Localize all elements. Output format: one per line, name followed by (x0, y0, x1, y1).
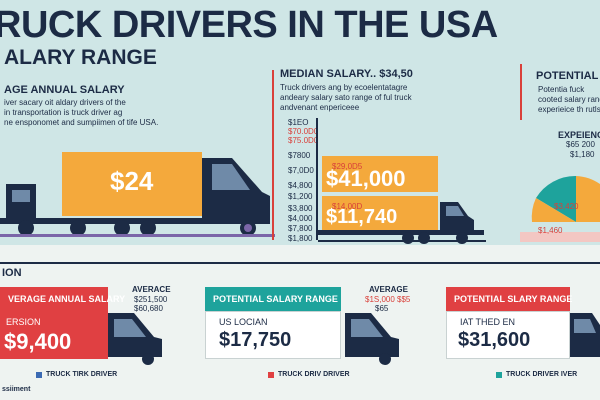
legend-label: TRUCK DRIVER IVER (506, 371, 578, 378)
right-heading: POTENTIAL (536, 70, 599, 82)
page-title: RUCK DRIVERS IN THE USA (0, 4, 498, 46)
footer-text: ssiiment (2, 386, 31, 393)
right-divider (520, 64, 522, 120)
tick-label: $75.0D0 (288, 136, 319, 145)
tick-label: $4,000 (288, 214, 313, 223)
left-heading: AGE ANNUAL SALARY (4, 84, 125, 96)
card-side-value: $60,680 (134, 304, 163, 313)
card-body-label: US LOCIAN (219, 317, 268, 327)
tick-label: $7800 (288, 151, 311, 160)
left-truck: $24 (0, 148, 280, 244)
right-description: Potentia fuck cooted salary rang experie… (538, 85, 600, 114)
card-side-value: $65 (375, 304, 389, 313)
right-sub-value-1: $65 200 (566, 140, 595, 149)
middle-value-2: $11,740 (326, 206, 398, 228)
legend-swatch (268, 371, 274, 378)
page-subtitle: ALARY RANGE (4, 46, 157, 69)
pie-label-1: $3,420 (554, 202, 579, 211)
card-value: $17,750 (219, 329, 292, 351)
legend-label: TRUCK DRIV DRIVER (278, 371, 350, 378)
salary-card: POTENTIAL SLARY RANGE IAT THED EN $31,60… (446, 287, 600, 365)
middle-value-1: $41,000 (326, 166, 406, 191)
tick-label: $4,800 (288, 181, 313, 190)
middle-truck: $29,0D5 $14,00D $41,000 $11,740 (318, 150, 488, 246)
tick-label: $1,800 (288, 234, 313, 243)
card-body (446, 311, 570, 359)
legend-item: TRUCK DRIVER IVER (496, 371, 577, 378)
card-body-label: IAT THED EN (460, 317, 516, 327)
card-header: POTENTIAL SALARY RANGE (205, 287, 341, 311)
card-side-label: AVERAGE (369, 285, 408, 294)
legend-swatch (496, 371, 502, 378)
tick-label: $3,800 (288, 204, 313, 213)
right-sub-heading: EXPEIENCE (558, 130, 600, 140)
tick-label: $70.0D0 (288, 127, 319, 136)
legend-item: TRUCK DRIV DRIVER (268, 371, 350, 378)
card-body (205, 311, 341, 359)
left-description: iver sacary oit aldary drivers of the in… (4, 98, 159, 127)
legend-swatch (36, 371, 42, 378)
card-header: VERAGE ANNUAL SALARY (0, 287, 125, 311)
middle-heading: MEDIAN SALARY.. $34,50 (280, 68, 413, 80)
tick-label: $7,0D0 (288, 166, 314, 175)
card-side-value: $1S,000 $$5 (365, 295, 411, 304)
legend-label: TRUCK TIRK DRIVER (46, 371, 118, 378)
tick-label: $7,800 (288, 224, 313, 233)
middle-divider (272, 70, 274, 240)
salary-card: POTENTIAL SALARY RANGE US LOCIAN $17,750… (205, 285, 410, 365)
card-header: POTENTIAL SLARY RANGE (446, 287, 572, 311)
legend-item: TRUCK TIRK DRIVER (36, 371, 117, 378)
card-value: $9,400 (4, 329, 72, 354)
card-side-value: $251,500 (134, 295, 168, 304)
salary-card: VERAGE ANNUAL SALARY ERSION $9,400 AVERA… (0, 285, 171, 365)
middle-small-label-1: $29,0D5 (332, 162, 363, 171)
pie-chart-icon (520, 175, 600, 242)
section-divider (0, 262, 600, 264)
truck-cab-icon (345, 313, 399, 365)
left-truck-icon (0, 152, 275, 237)
right-sub-value-2: $1,180 (570, 150, 595, 159)
right-pie: $3,420 $1,460 (516, 162, 600, 246)
section-label: ION (2, 267, 22, 279)
card-value: $31,600 (458, 329, 531, 351)
card-body (0, 311, 108, 359)
middle-truck-icon (318, 156, 486, 244)
truck-cab-icon (108, 313, 162, 365)
middle-description: Truck drivers ang by ecoelentatagre ande… (280, 83, 412, 112)
card-body-label: ERSION (6, 317, 41, 327)
left-truck-value: $24 (110, 166, 154, 196)
card-side-label: AVERACE (132, 285, 171, 294)
tick-label: $1EO (288, 118, 309, 127)
truck-cab-icon (570, 313, 600, 357)
middle-small-label-2: $14,00D (332, 202, 363, 211)
tick-label: $1,200 (288, 192, 313, 201)
pie-label-2: $1,460 (538, 226, 563, 235)
middle-axis-line (316, 118, 318, 240)
